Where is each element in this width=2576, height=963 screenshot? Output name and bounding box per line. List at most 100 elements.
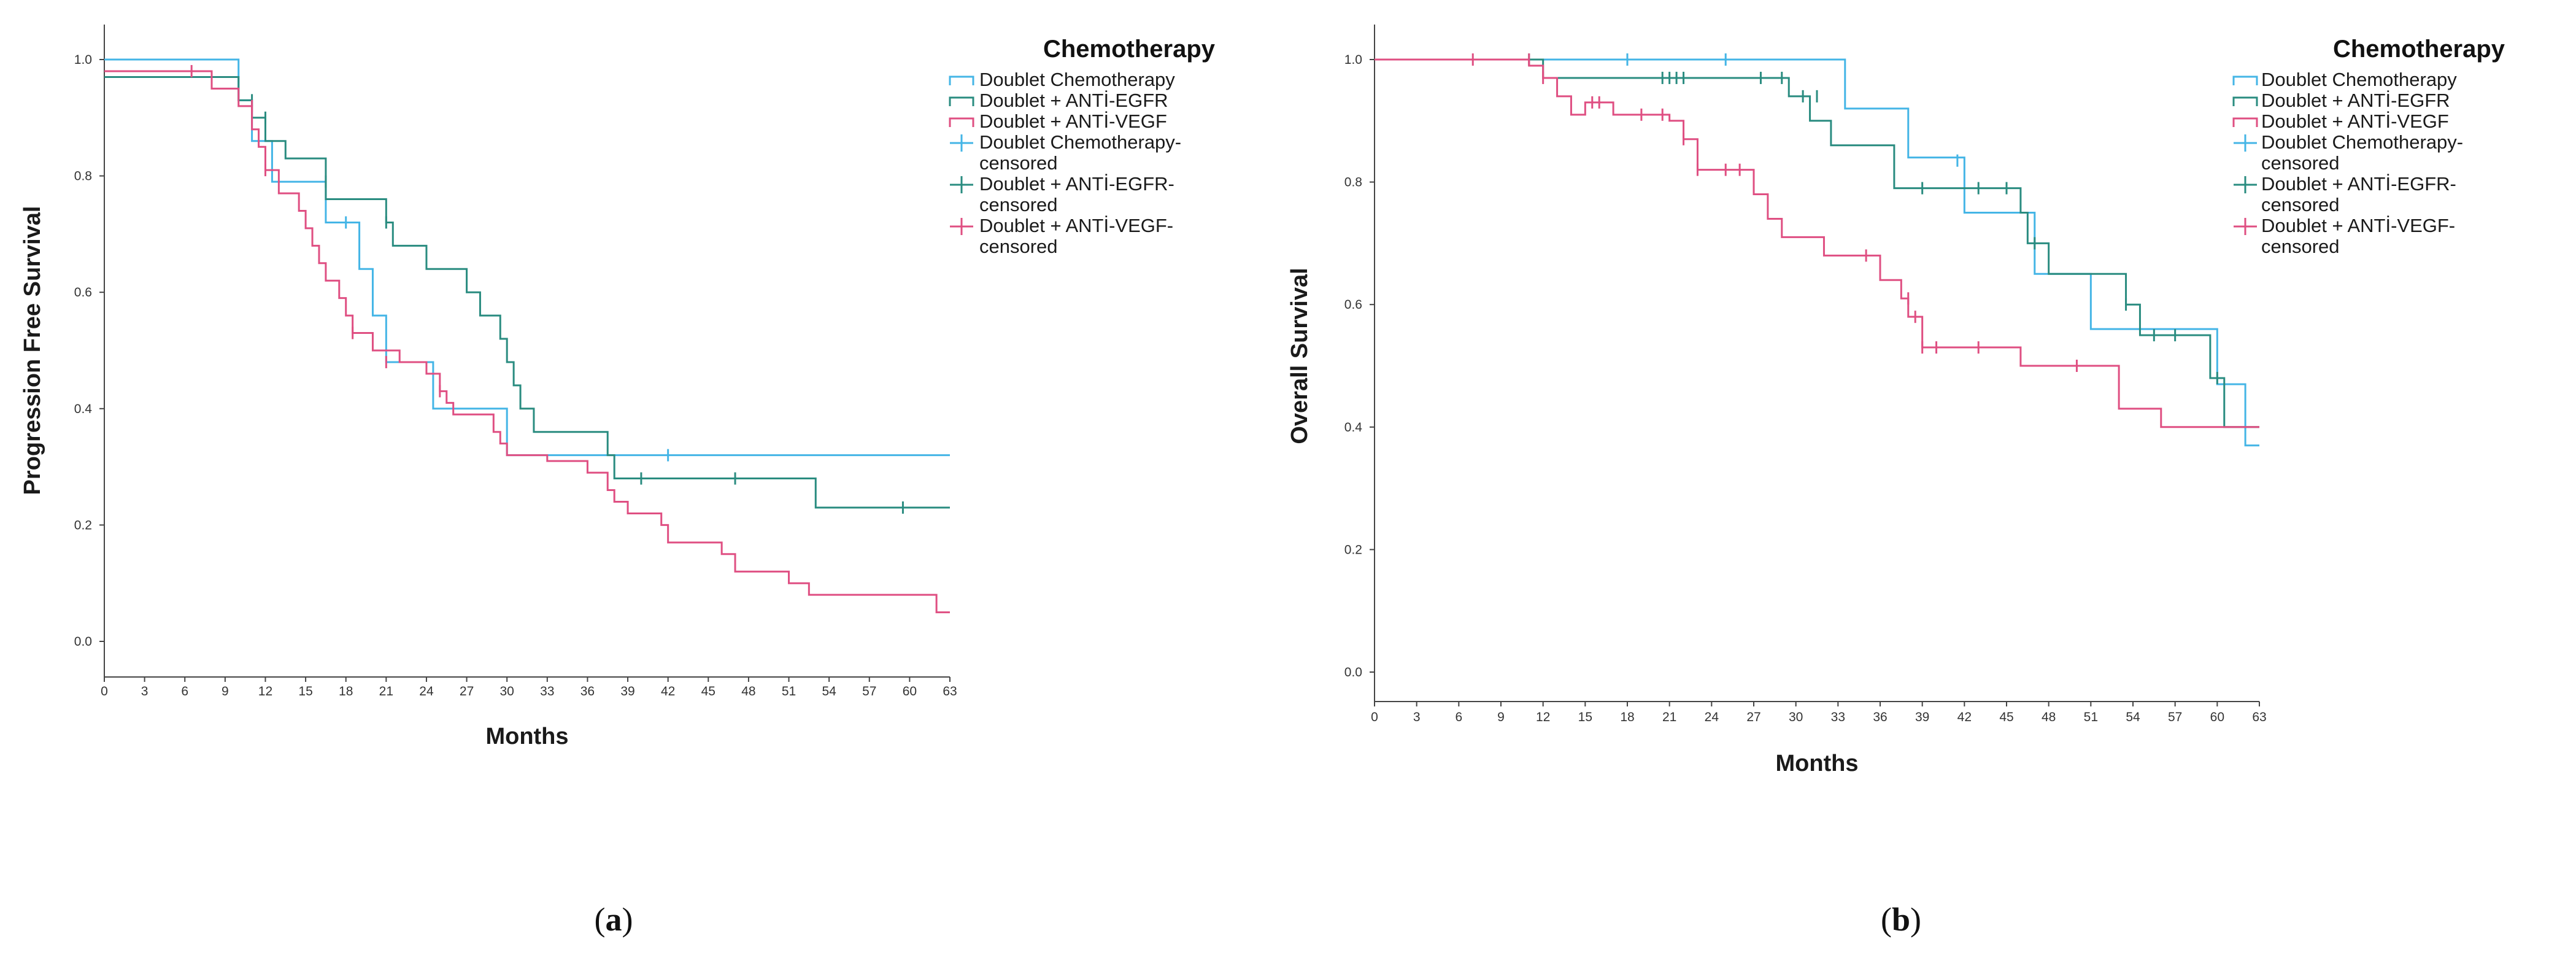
- x-tick-label-a: 12: [258, 684, 272, 698]
- x-tick-label-a: 9: [222, 684, 229, 698]
- x-tick-label-b: 3: [1413, 710, 1421, 724]
- km-curve-a-series-2: [104, 70, 950, 614]
- km-curve-b-series-1: [1375, 58, 2259, 428]
- x-tick-label-a: 15: [298, 684, 312, 698]
- x-tick-label-b: 42: [1957, 710, 1972, 724]
- x-tick-label-a: 24: [419, 684, 434, 698]
- legend-swatch-a-2: [949, 117, 974, 127]
- x-tick-label-a: 63: [943, 684, 957, 698]
- y-tick-label-a: 0.4: [74, 402, 93, 416]
- x-axis-title-b: Months: [1775, 751, 1858, 776]
- y-axis-title-b: Overall Survival: [1287, 268, 1313, 444]
- y-tick-label-b: 0.0: [1344, 665, 1362, 679]
- legend-label-b-1: Doublet + ANTİ-EGFR: [2261, 90, 2450, 111]
- x-tick-label-b: 33: [1831, 710, 1845, 724]
- x-tick-label-b: 45: [1999, 710, 2013, 724]
- x-tick-label-b: 60: [2210, 710, 2224, 724]
- legend-swatch-b-1: [2232, 96, 2258, 106]
- y-tick-label-b: 0.2: [1344, 543, 1362, 557]
- x-tick-label-a: 39: [620, 684, 634, 698]
- x-tick-label-b: 63: [2252, 710, 2266, 724]
- y-tick-label-b: 0.6: [1344, 298, 1362, 312]
- tick-layer-a: 0 3 6 9 12 15 18 21 24 27 30 33 36 39 42 45 48 51 54 57 60 63…: [74, 53, 957, 698]
- x-tick-label-b: 57: [2168, 710, 2182, 724]
- legend-label-a-0: Doublet Chemotherapy: [979, 69, 1175, 90]
- legend-b: Chemotherapy Doublet ChemotherapyDoublet…: [2232, 36, 2505, 257]
- y-tick-label-a: 0.2: [74, 518, 92, 532]
- chart-panel-a: 0 3 6 9 12 15 18 21 24 27 30 33 36 39 42 45 48 51 54 57 60 63…: [20, 25, 1216, 938]
- x-tick-label-a: 60: [903, 684, 917, 698]
- legend-label-b-5: censored: [2261, 236, 2340, 257]
- legend-label-b-4: Doublet + ANTİ-EGFR-: [2261, 173, 2456, 195]
- y-tick-label-a: 0.0: [74, 635, 92, 649]
- legend-label-b-3: censored: [2261, 152, 2340, 174]
- x-tick-label-a: 51: [782, 684, 796, 698]
- tick-layer-b: 0 3 6 9 12 15 18 21 24 27 30 33 36 39 42 45 48 51 54 57 60 63…: [1344, 53, 2267, 724]
- x-tick-label-a: 6: [181, 684, 188, 698]
- legend-title-a: Chemotherapy: [1043, 36, 1216, 63]
- x-tick-label-a: 0: [101, 684, 108, 698]
- legend-label-a-1: Doublet + ANTİ-EGFR: [979, 90, 1168, 111]
- x-tick-label-a: 45: [701, 684, 715, 698]
- x-tick-label-b: 27: [1746, 710, 1760, 724]
- legend-swatch-a-0: [949, 75, 974, 85]
- km-curve-a-series-1: [104, 75, 950, 509]
- legend-label-b-2: Doublet + ANTİ-VEGF: [2261, 110, 2449, 132]
- series-layer-a: [104, 58, 950, 614]
- x-tick-label-b: 30: [1789, 710, 1803, 724]
- panel-letter-b: b: [1892, 901, 1910, 938]
- legend-label-b-3: Doublet Chemotherapy-: [2261, 131, 2463, 153]
- km-curve-b-series-2: [1375, 58, 2259, 428]
- panel-label-b: (b): [1881, 901, 1921, 938]
- legend-label-a-4: Doublet + ANTİ-EGFR-: [979, 173, 1174, 195]
- legend-label-a-3: censored: [979, 152, 1058, 174]
- x-axis-title-a: Months: [485, 724, 568, 749]
- y-tick-label-b: 0.8: [1344, 176, 1362, 190]
- y-tick-label-a: 0.6: [74, 285, 92, 300]
- x-tick-label-b: 39: [1915, 710, 1929, 724]
- legend-label-b-0: Doublet Chemotherapy: [2261, 69, 2457, 90]
- x-tick-label-b: 6: [1455, 710, 1462, 724]
- km-curve-b-series-0: [1375, 58, 2259, 447]
- panel-letter-a: a: [606, 901, 622, 938]
- chart-panel-b: 0 3 6 9 12 15 18 21 24 27 30 33 36 39 42 45 48 51 54 57 60 63…: [1287, 25, 2505, 938]
- legend-swatch-a-1: [949, 96, 974, 106]
- y-tick-label-b: 0.4: [1344, 420, 1363, 435]
- y-tick-label-a: 1.0: [74, 53, 92, 67]
- x-tick-label-b: 12: [1536, 710, 1550, 724]
- x-tick-label-a: 57: [862, 684, 876, 698]
- x-tick-label-a: 33: [540, 684, 554, 698]
- x-tick-label-b: 24: [1705, 710, 1719, 724]
- legend-label-a-3: Doublet Chemotherapy-: [979, 131, 1181, 153]
- series-layer-b: [1375, 53, 2259, 447]
- x-tick-label-b: 21: [1662, 710, 1676, 724]
- panel-label-a: (a): [595, 901, 633, 938]
- x-tick-label-b: 36: [1873, 710, 1887, 724]
- x-tick-label-a: 54: [822, 684, 836, 698]
- legend-swatch-b-2: [2232, 117, 2258, 127]
- x-tick-label-a: 42: [661, 684, 675, 698]
- x-tick-label-a: 21: [379, 684, 393, 698]
- legend-label-b-5: Doublet + ANTİ-VEGF-: [2261, 215, 2455, 236]
- y-tick-label-b: 1.0: [1344, 53, 1362, 67]
- legend-label-a-2: Doublet + ANTİ-VEGF: [979, 110, 1167, 132]
- legend-label-a-4: censored: [979, 194, 1058, 215]
- x-tick-label-a: 48: [741, 684, 755, 698]
- legend-title-b: Chemotherapy: [2333, 36, 2505, 63]
- x-tick-label-b: 0: [1371, 710, 1378, 724]
- x-tick-label-a: 27: [460, 684, 474, 698]
- y-tick-label-a: 0.8: [74, 169, 92, 184]
- x-tick-label-b: 48: [2042, 710, 2056, 724]
- x-tick-label-a: 36: [580, 684, 595, 698]
- x-tick-label-b: 18: [1620, 710, 1634, 724]
- km-curve-a-series-0: [104, 58, 950, 457]
- legend-label-a-5: censored: [979, 236, 1058, 257]
- x-tick-label-b: 9: [1497, 710, 1505, 724]
- x-tick-label-b: 54: [2126, 710, 2140, 724]
- x-tick-label-a: 3: [141, 684, 148, 698]
- legend-label-b-4: censored: [2261, 194, 2340, 215]
- x-tick-label-a: 30: [500, 684, 514, 698]
- x-tick-label-a: 18: [339, 684, 353, 698]
- y-axis-title-a: Progression Free Survival: [20, 206, 45, 495]
